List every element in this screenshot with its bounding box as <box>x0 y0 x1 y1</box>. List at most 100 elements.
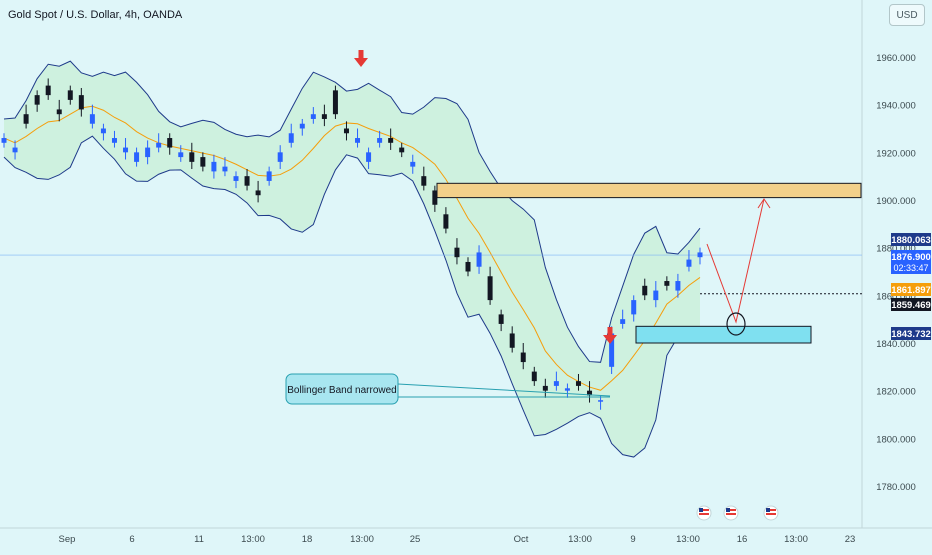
candle-body[interactable] <box>664 281 670 286</box>
y-tick-label: 1960.000 <box>876 53 916 64</box>
candle-body[interactable] <box>123 147 129 153</box>
candle-body[interactable] <box>366 152 372 162</box>
x-tick-label: 6 <box>129 534 134 545</box>
candle-body[interactable] <box>266 171 272 181</box>
event-flag-stripe <box>766 509 776 511</box>
bollinger-upper-line <box>3 60 701 363</box>
candle-body[interactable] <box>620 319 626 324</box>
projection-path <box>706 198 765 324</box>
candle-body[interactable] <box>476 252 482 267</box>
event-flag-stripe <box>726 513 736 515</box>
x-tick-label: Oct <box>514 534 529 545</box>
x-tick-label: 13:00 <box>568 534 592 545</box>
candle-body[interactable] <box>23 114 29 124</box>
candle-body[interactable] <box>67 90 73 100</box>
x-tick-label: 13:00 <box>241 534 265 545</box>
candle-body[interactable] <box>432 190 438 205</box>
candle-body[interactable] <box>56 109 62 115</box>
y-tick-label: 1820.000 <box>876 387 916 398</box>
candle-body[interactable] <box>255 190 261 196</box>
candle-body[interactable] <box>310 114 316 119</box>
candle-body[interactable] <box>12 147 18 153</box>
candle-body[interactable] <box>454 247 460 258</box>
candle-body[interactable] <box>145 147 151 158</box>
price-tag-bg <box>891 250 931 263</box>
candle-body[interactable] <box>288 133 294 143</box>
candle-body[interactable] <box>587 390 593 396</box>
candle-body[interactable] <box>222 166 228 172</box>
candle-body[interactable] <box>299 123 305 129</box>
candle-body[interactable] <box>1 138 7 143</box>
candle-body[interactable] <box>321 114 327 119</box>
candle-body[interactable] <box>542 385 548 391</box>
candle-body[interactable] <box>156 142 162 148</box>
candle-body[interactable] <box>520 352 526 363</box>
countdown-label: 02:33:47 <box>893 263 928 273</box>
callout-pointer-top <box>397 383 611 397</box>
candle-body[interactable] <box>653 290 659 301</box>
candle-body[interactable] <box>609 333 615 367</box>
chart-title: Gold Spot / U.S. Dollar, 4h, OANDA <box>8 9 183 21</box>
candle-body[interactable] <box>355 138 361 143</box>
candle-body[interactable] <box>487 276 493 301</box>
callout-box[interactable] <box>285 373 399 405</box>
candle-body[interactable] <box>233 176 239 181</box>
candle-body[interactable] <box>498 314 504 324</box>
candle-body[interactable] <box>89 114 95 124</box>
candle-body[interactable] <box>564 388 570 391</box>
price-tag-label: 1861.897 <box>891 285 931 296</box>
candle-body[interactable] <box>100 128 106 134</box>
signal-arrow-top-shaft <box>358 50 364 59</box>
candle-body[interactable] <box>200 157 206 167</box>
candle-body[interactable] <box>531 371 537 382</box>
y-tick-label: 1880.000 <box>876 244 916 255</box>
candle-body[interactable] <box>553 381 559 386</box>
candle-body[interactable] <box>465 261 471 272</box>
candle-body[interactable] <box>134 152 140 162</box>
candle-body[interactable] <box>509 333 515 348</box>
x-tick-label: 25 <box>410 534 421 545</box>
candle-body[interactable] <box>686 259 692 267</box>
candle-body[interactable] <box>34 95 40 105</box>
candle-body[interactable] <box>343 128 349 134</box>
candle-body[interactable] <box>189 152 195 162</box>
candle-body[interactable] <box>421 176 427 186</box>
candle-body[interactable] <box>211 161 217 172</box>
signal-arrow-top <box>354 58 368 67</box>
y-tick-label: 1800.000 <box>876 434 916 445</box>
x-tick-label: 13:00 <box>676 534 700 545</box>
resistance-zone[interactable] <box>436 182 862 199</box>
candle-body[interactable] <box>675 281 681 291</box>
candle-body[interactable] <box>78 95 84 110</box>
candle-body[interactable] <box>244 176 250 186</box>
x-tick-label: 13:00 <box>350 534 374 545</box>
candle-body[interactable] <box>642 285 648 296</box>
price-tag-bg <box>891 233 931 246</box>
candle-body[interactable] <box>377 138 383 143</box>
currency-selector[interactable]: USD <box>889 4 925 26</box>
event-flag-stripe <box>766 513 776 515</box>
support-zone[interactable] <box>635 325 812 344</box>
candle-body[interactable] <box>111 138 117 143</box>
candle-body[interactable] <box>332 90 338 115</box>
candle-body[interactable] <box>697 252 703 258</box>
candle-body[interactable] <box>399 147 405 153</box>
candle-body[interactable] <box>277 152 283 162</box>
candle-body[interactable] <box>410 161 416 167</box>
candle-body[interactable] <box>598 400 604 402</box>
candle-body[interactable] <box>575 381 581 386</box>
y-tick-label: 1840.000 <box>876 339 916 350</box>
candle-body[interactable] <box>167 138 173 148</box>
candle-body[interactable] <box>631 300 637 315</box>
price-tag-label: 1859.469 <box>891 300 931 311</box>
candle-body[interactable] <box>45 85 51 96</box>
x-tick-label: 18 <box>302 534 313 545</box>
candle-body[interactable] <box>443 214 449 229</box>
x-tick-label: 9 <box>630 534 635 545</box>
y-tick-label: 1920.000 <box>876 148 916 159</box>
projection-arrowhead <box>757 198 771 209</box>
candle-body[interactable] <box>178 152 184 158</box>
candle-body[interactable] <box>388 138 394 143</box>
